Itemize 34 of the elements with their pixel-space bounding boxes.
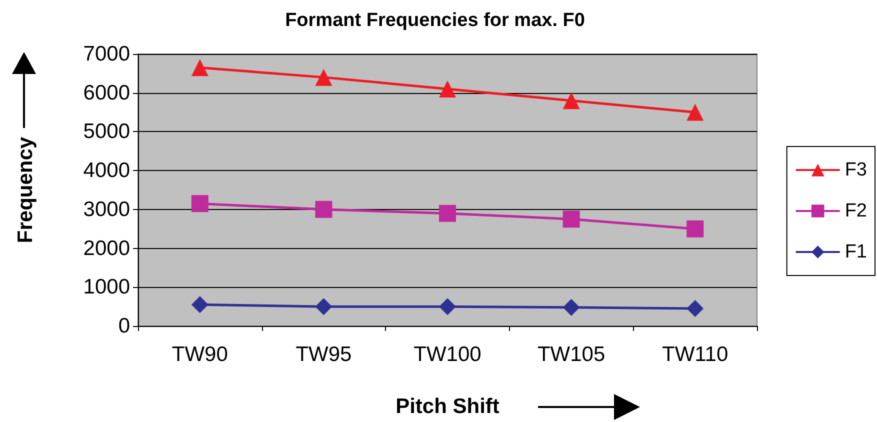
y-tick-label: 5000: [83, 120, 130, 144]
point: [315, 200, 332, 218]
x-tick-label: TW90: [172, 343, 228, 366]
point: [191, 59, 208, 76]
x-tick-label: TW105: [537, 343, 606, 366]
x-tick-label: TW110: [662, 343, 728, 366]
y-tick-label: 2000: [83, 236, 130, 260]
legend-label: F1: [844, 242, 868, 262]
point: [562, 92, 580, 110]
y-tick-label: 6000: [83, 81, 130, 104]
legend-label: F3: [844, 160, 868, 180]
y-tick-label: 3000: [83, 198, 130, 221]
y-tick-label: 4000: [83, 159, 130, 182]
point: [315, 298, 332, 316]
point: [562, 210, 580, 228]
point: [191, 296, 208, 314]
point: [439, 298, 456, 316]
y-tick-label: 7000: [83, 42, 130, 66]
y-tick-label: 0: [118, 314, 130, 338]
x-tick-label: TW95: [296, 343, 352, 366]
chart-title: Formant Frequencies for max. F0: [285, 10, 585, 31]
point: [686, 300, 704, 318]
point: [439, 80, 456, 98]
x-tick-label: TW100: [414, 343, 482, 366]
legend-label: F2: [844, 200, 868, 222]
point: [686, 104, 704, 121]
x-axis-title: Pitch Shift: [396, 395, 500, 418]
y-axis-title: Frequency: [14, 136, 37, 244]
point: [686, 220, 704, 238]
point: [191, 195, 208, 212]
point: [439, 204, 456, 222]
y-tick-label: 1000: [83, 276, 130, 299]
point: [315, 68, 332, 86]
point: [562, 298, 580, 316]
